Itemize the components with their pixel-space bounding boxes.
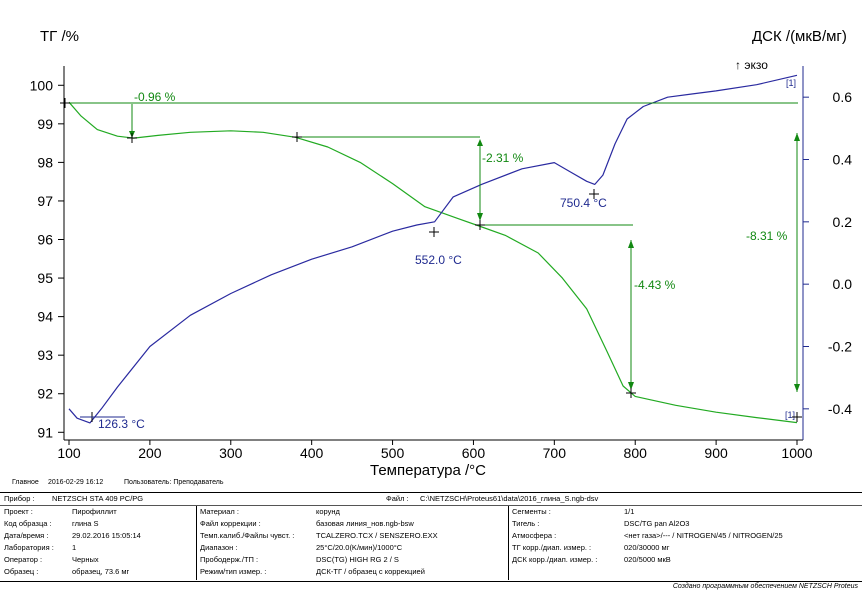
meta-row: Проект : Пирофиллит Материал : корунд Сегмен… bbox=[0, 507, 862, 517]
tg-curve-tag: [1] bbox=[785, 410, 795, 420]
footer-datetime: 2016-02-29 16:12 bbox=[48, 479, 104, 486]
meta-value: глина S bbox=[72, 519, 99, 528]
peak-temperature-label: 750.4 °C bbox=[560, 196, 607, 210]
meta-value: Пирофиллит bbox=[72, 507, 117, 516]
y-left-tick-label: 93 bbox=[37, 347, 53, 363]
mass-loss-label: -0.96 % bbox=[134, 90, 176, 104]
meta-header-border bbox=[0, 505, 862, 506]
dsc-curve bbox=[68, 74, 798, 424]
meta-label: Диапазон : bbox=[200, 543, 238, 552]
meta-value: 1/1 bbox=[624, 507, 635, 516]
meta-label: Сегменты : bbox=[512, 507, 551, 516]
meta-label: Дата/время : bbox=[4, 531, 49, 540]
tg-dsc-chart: 100 200 300 400 500 600 700 800 900 1000 100 99 98 97… bbox=[30, 58, 853, 461]
x-tick-label: 500 bbox=[381, 445, 405, 461]
y-left-tick-label: 100 bbox=[30, 77, 54, 93]
y-left-tick-label: 91 bbox=[37, 424, 53, 440]
meta-row: Лаборатория : 1 Диапазон : 25°C/20.0(K/мин)… bbox=[0, 543, 862, 553]
x-tick-label: 300 bbox=[219, 445, 243, 461]
meta-row: Оператор : Черных Прободерж./ТП : DSC(TG) H… bbox=[0, 555, 862, 565]
meta-value: ДСК-ТГ / образец с коррекцией bbox=[316, 567, 425, 576]
x-tick-label: 1000 bbox=[781, 445, 812, 461]
meta-label: Образец : bbox=[4, 567, 39, 576]
meta-label: Лаборатория : bbox=[4, 543, 54, 552]
meta-label: Проект : bbox=[4, 507, 33, 516]
x-tick-label: 700 bbox=[543, 445, 567, 461]
y-left-tick-label: 95 bbox=[37, 270, 53, 286]
instrument-value: NETZSCH STA 409 PC/PG bbox=[52, 494, 144, 503]
meta-value: 020/30000 мг bbox=[624, 543, 670, 552]
meta-top-border bbox=[0, 492, 862, 493]
mass-loss-label: -8.31 % bbox=[746, 229, 788, 243]
mass-loss-label: -2.31 % bbox=[482, 151, 524, 165]
y-right-tick-label: -0.2 bbox=[828, 339, 852, 355]
meta-value: образец, 73.6 мг bbox=[72, 567, 130, 576]
peak-temperature-label: 552.0 °C bbox=[415, 253, 462, 267]
x-tick-label: 400 bbox=[300, 445, 324, 461]
exo-label: ↑ экзо bbox=[735, 58, 768, 72]
y-right-axis-label: ДСК /(мкВ/мг) bbox=[752, 28, 847, 45]
meta-value: Черных bbox=[72, 555, 99, 564]
y-right-tick-label: 0.6 bbox=[833, 89, 853, 105]
meta-label: Прободерж./ТП : bbox=[200, 555, 259, 564]
software-credit: Создано программным обеспечением NETZSCH… bbox=[672, 583, 858, 590]
y-left-tick-label: 99 bbox=[37, 116, 53, 132]
meta-value: DSC(TG) HIGH RG 2 / S bbox=[316, 555, 399, 564]
meta-label: Файл коррекции : bbox=[200, 519, 261, 528]
meta-label: Оператор : bbox=[4, 555, 43, 564]
meta-value: 25°C/20.0(K/мин)/1000°C bbox=[316, 543, 403, 552]
y-left-axis-label: ТГ /% bbox=[40, 28, 79, 45]
meta-label: Материал : bbox=[200, 507, 239, 516]
x-tick-label: 600 bbox=[462, 445, 486, 461]
footer-user: Пользователь: Преподаватель bbox=[124, 479, 224, 486]
meta-value: базовая линия_нов.ngb-bsw bbox=[316, 519, 414, 528]
y-right-tick-label: 0.0 bbox=[833, 276, 853, 292]
x-axis-label: Температура /°C bbox=[370, 462, 487, 479]
meta-label: ДСК корр./диап. измер. : bbox=[512, 555, 598, 564]
meta-label: Тигель : bbox=[512, 519, 540, 528]
footer-main-label: Главное bbox=[12, 479, 39, 486]
mass-loss-label: -4.43 % bbox=[634, 278, 676, 292]
meta-col-divider bbox=[196, 506, 197, 580]
file-label: Файл : bbox=[386, 494, 409, 503]
mass-step-arrowheads bbox=[129, 131, 800, 392]
meta-value: 29.02.2016 15:05:14 bbox=[72, 531, 141, 540]
meta-label: ТГ корр./диап. измер. : bbox=[512, 543, 592, 552]
x-tick-label: 200 bbox=[138, 445, 162, 461]
y-left-tick-label: 98 bbox=[37, 154, 53, 170]
x-tick-label: 900 bbox=[704, 445, 728, 461]
meta-bottom-border bbox=[0, 581, 862, 582]
file-value: C:\NETZSCH\Proteus61\data\2016_глина_S.n… bbox=[420, 494, 599, 503]
y-right-tick-label: 0.2 bbox=[833, 214, 853, 230]
meta-value: корунд bbox=[316, 507, 340, 516]
meta-row: Дата/время : 29.02.2016 15:05:14 Темп.кали… bbox=[0, 531, 862, 541]
meta-row: Код образца : глина S Файл коррекции : базо… bbox=[0, 519, 862, 529]
peak-temperature-label: 126.3 °C bbox=[98, 417, 145, 431]
y-left-tick-label: 96 bbox=[37, 232, 53, 248]
y-right-tick-label: -0.4 bbox=[828, 401, 852, 417]
meta-label: Режим/тип измер. : bbox=[200, 567, 267, 576]
meta-value: <нет газа>/--- / NITROGEN/45 / NITROGEN/… bbox=[624, 531, 783, 540]
meta-value: 020/5000 мкВ bbox=[624, 555, 671, 564]
instrument-label: Прибор : bbox=[4, 494, 35, 503]
meta-label: Темп.калиб./Файлы чувст. : bbox=[200, 531, 295, 540]
meta-value: 1 bbox=[72, 543, 77, 552]
y-left-tick-label: 94 bbox=[37, 309, 53, 325]
meta-label: Атмосфера : bbox=[512, 531, 557, 540]
meta-col-divider bbox=[508, 506, 509, 580]
meta-value: DSC/TG pan Al2O3 bbox=[624, 519, 690, 528]
meta-label: Код образца : bbox=[4, 519, 52, 528]
x-tick-label: 800 bbox=[624, 445, 648, 461]
mass-step-markers bbox=[64, 102, 798, 392]
meta-value: TCALZERO.TCX / SENSZERO.EXX bbox=[316, 531, 438, 540]
y-left-tick-label: 92 bbox=[37, 386, 53, 402]
y-left-tick-label: 97 bbox=[37, 193, 53, 209]
meta-row: Образец : образец, 73.6 мг Режим/тип измер… bbox=[0, 567, 862, 577]
dsc-curve-tag: [1] bbox=[786, 78, 796, 88]
y-right-tick-label: 0.4 bbox=[833, 152, 853, 168]
x-tick-label: 100 bbox=[57, 445, 81, 461]
